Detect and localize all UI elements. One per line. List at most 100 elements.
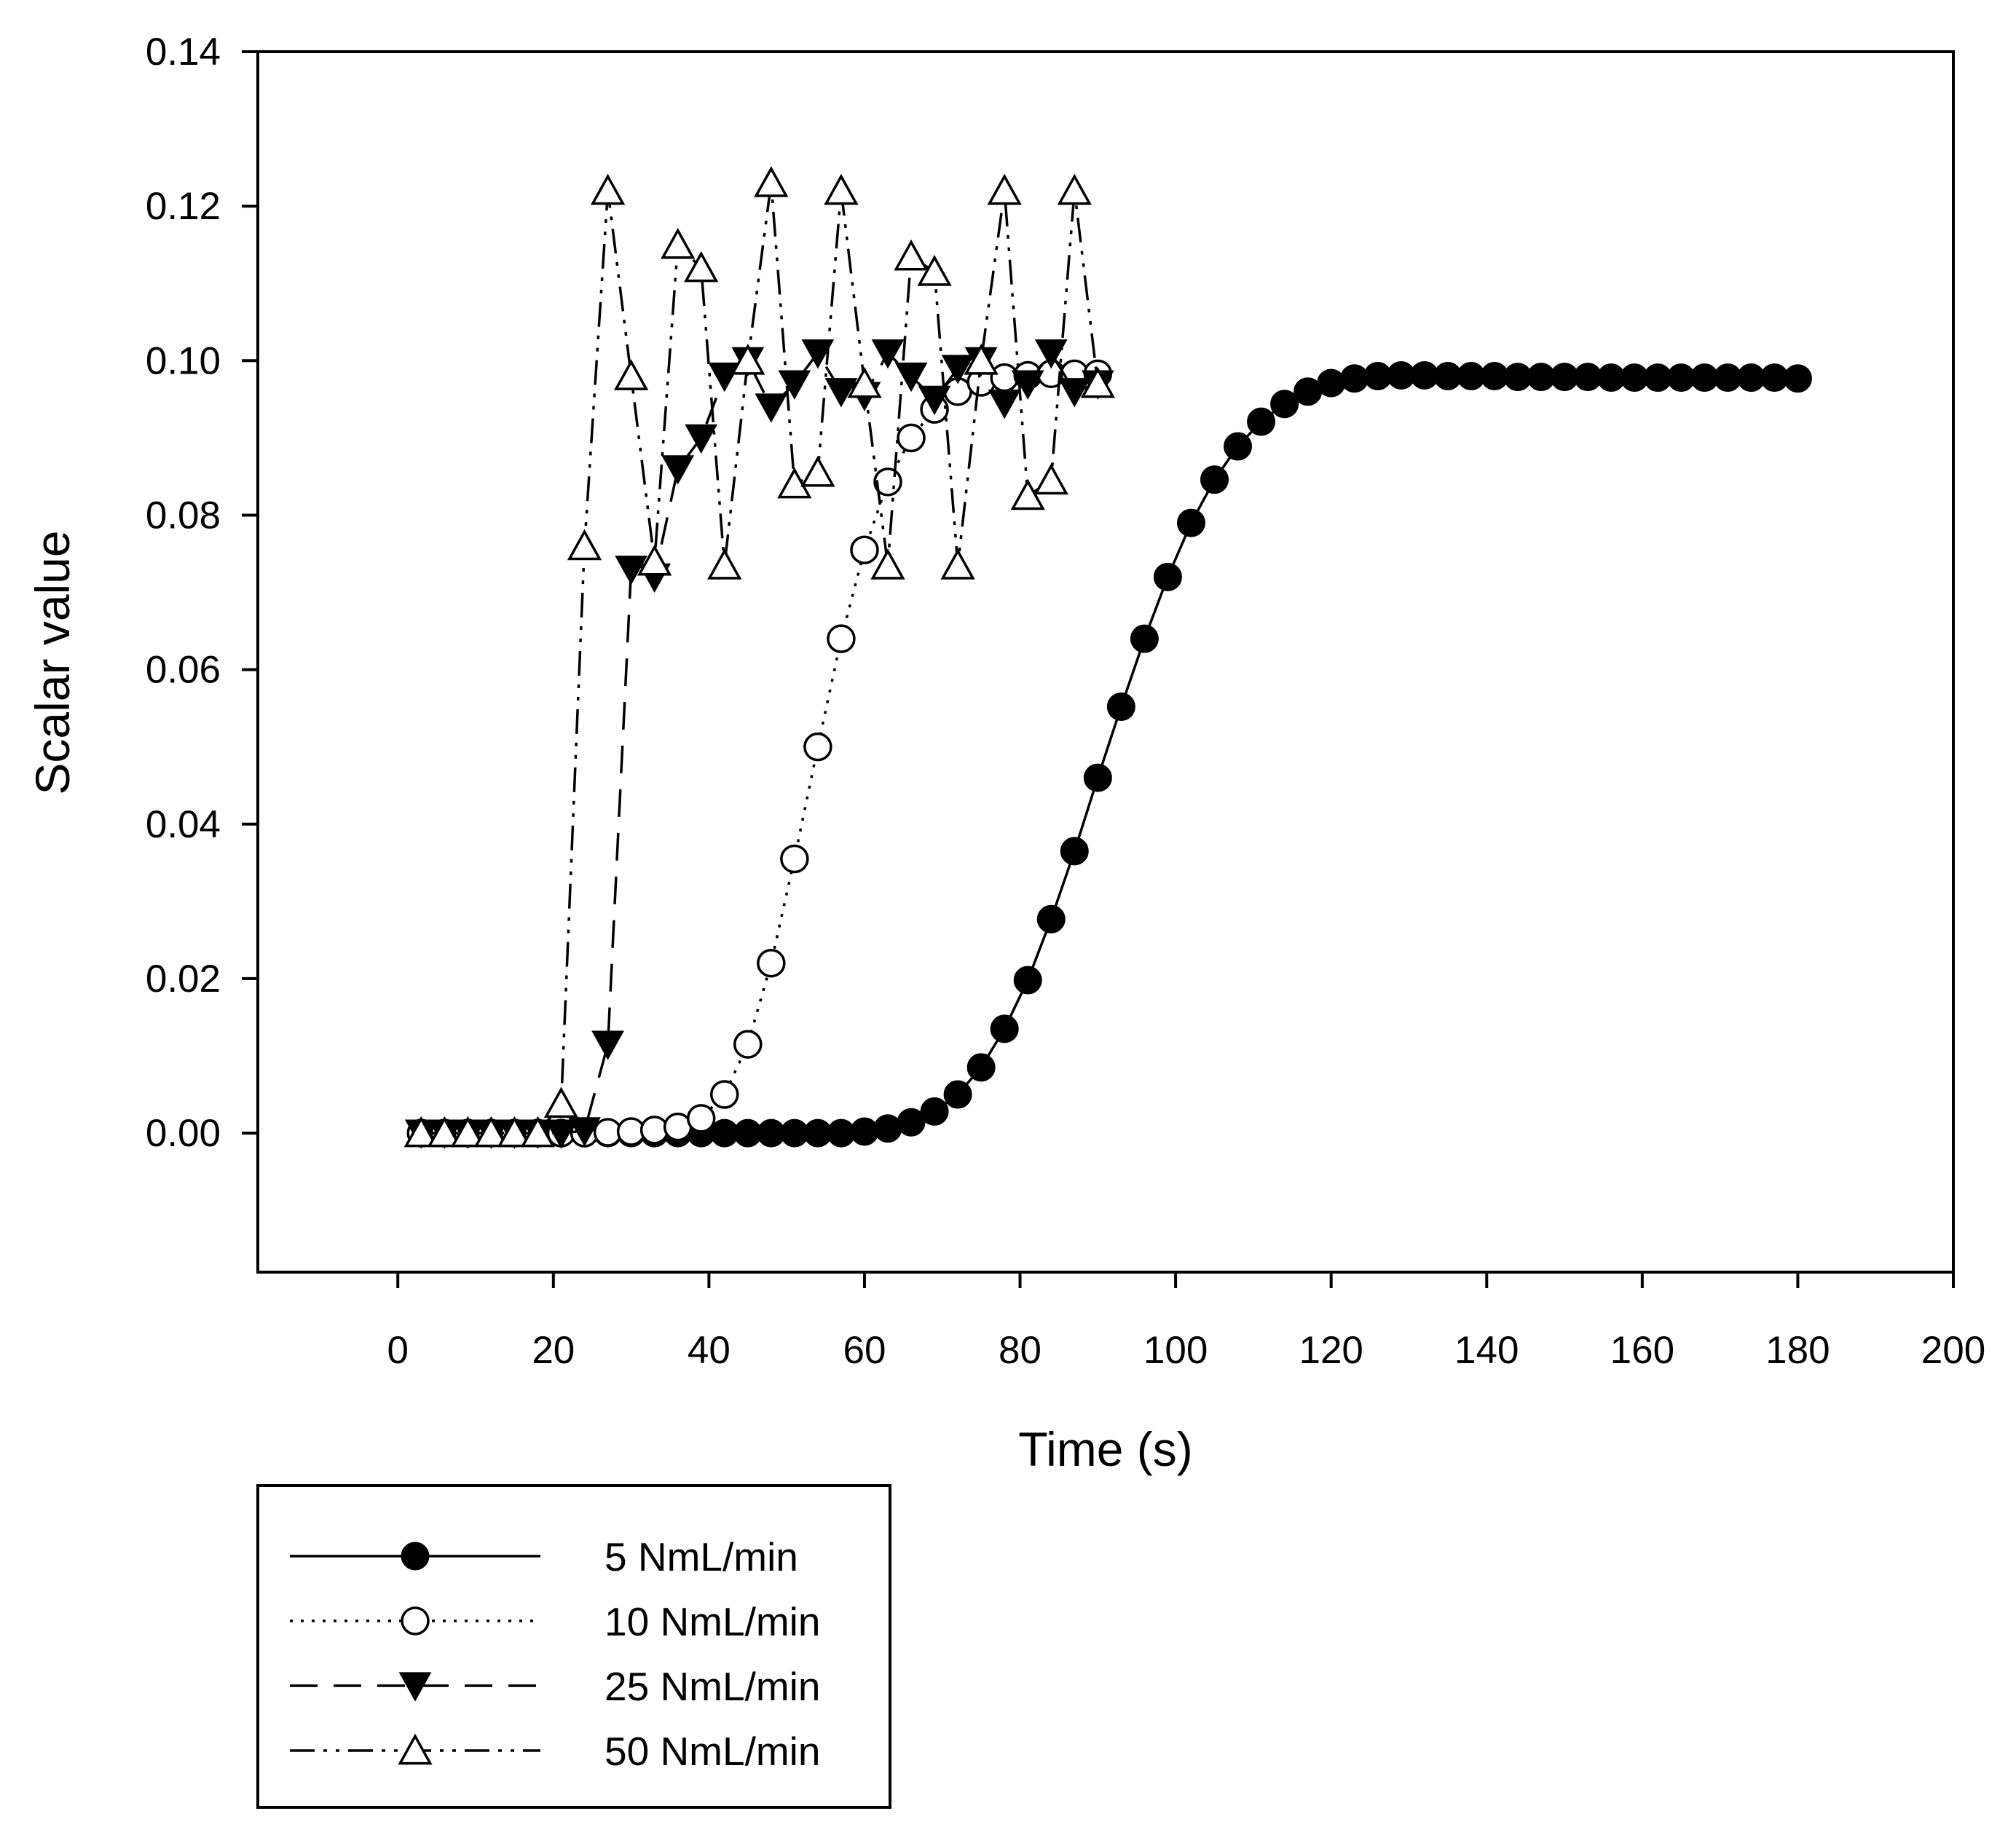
x-tick-label: 180: [1765, 1329, 1830, 1372]
data-point: [800, 455, 835, 487]
data-point: [777, 467, 812, 499]
data-point: [1783, 364, 1812, 393]
data-point: [803, 732, 832, 762]
x-tick-label: 160: [1610, 1329, 1674, 1372]
legend-item: 50 NmL/min: [290, 1729, 820, 1774]
data-point: [966, 1053, 996, 1082]
data-point: [1176, 508, 1205, 537]
x-tick-label: 20: [532, 1329, 575, 1372]
legend: 5 NmL/min 10 NmL/min 25 NmL/min 50 NmL/min: [256, 1484, 891, 1809]
legend-item: 10 NmL/min: [290, 1599, 820, 1644]
legend-items: 5 NmL/min 10 NmL/min 25 NmL/min 50 NmL/min: [290, 1534, 820, 1774]
data-point: [1058, 378, 1091, 408]
data-point: [398, 1733, 433, 1765]
data-point: [450, 1116, 486, 1148]
data-point: [1224, 432, 1253, 461]
y-axis: 0.00 0.02 0.04 0.06 0.08 0.10 0.12 0.14: [146, 31, 258, 1155]
legend-box: [256, 1484, 891, 1809]
data-point: [1036, 904, 1066, 934]
data-point: [870, 548, 905, 580]
y-axis-title: Scalar value: [25, 530, 79, 794]
series-50-nml-min: [403, 166, 1115, 1148]
data-point: [988, 390, 1021, 419]
data-point: [639, 1116, 669, 1145]
data-point: [686, 1104, 716, 1133]
x-tick-label: 60: [843, 1329, 886, 1372]
data-point: [543, 1086, 579, 1118]
data-point: [990, 1014, 1019, 1043]
data-point: [520, 1116, 556, 1148]
data-point: [940, 548, 975, 580]
data-point: [473, 1116, 509, 1148]
data-point: [827, 624, 856, 653]
data-point: [850, 535, 879, 564]
data-point: [827, 1118, 856, 1148]
data-point: [755, 393, 788, 423]
data-point: [964, 344, 999, 375]
data-point: [733, 1030, 763, 1059]
data-point: [1130, 624, 1159, 653]
data-point: [401, 1606, 430, 1635]
data-point: [590, 173, 626, 205]
data-point: [615, 556, 647, 585]
y-tick-label: 0.12: [146, 185, 221, 228]
data-point: [941, 355, 974, 384]
data-point: [1060, 837, 1089, 866]
data-point: [661, 455, 695, 485]
data-point: [757, 948, 786, 978]
data-point: [568, 1117, 601, 1147]
data-point: [1083, 763, 1112, 792]
data-point: [567, 529, 602, 561]
data-point: [637, 544, 672, 576]
y-tick-label: 0.06: [146, 649, 221, 692]
data-point: [709, 1080, 739, 1109]
x-tick-label: 140: [1454, 1329, 1519, 1372]
y-tick-label: 0.04: [146, 803, 221, 846]
data-point: [403, 1116, 438, 1148]
data-point: [894, 239, 929, 271]
data-point: [1153, 562, 1182, 591]
series-line: [421, 181, 1100, 1135]
series-line: [421, 351, 1098, 1135]
data-point: [497, 1116, 532, 1148]
legend-label: 10 NmL/min: [605, 1599, 820, 1644]
data-point: [708, 362, 741, 392]
data-point: [1106, 692, 1135, 722]
series-layer: [403, 166, 1812, 1149]
legend-item: 5 NmL/min: [290, 1534, 798, 1579]
legend-label: 5 NmL/min: [605, 1534, 798, 1579]
legend-label: 50 NmL/min: [605, 1729, 820, 1774]
x-tick-label: 80: [999, 1329, 1042, 1372]
data-point: [398, 1672, 432, 1702]
data-point: [1270, 390, 1299, 419]
y-tick-label: 0.08: [146, 494, 221, 537]
data-point: [1317, 368, 1346, 398]
data-point: [707, 548, 742, 580]
data-point: [427, 1116, 462, 1148]
data-point: [1013, 966, 1042, 995]
data-point: [401, 1542, 430, 1571]
x-tick-label: 40: [688, 1329, 731, 1372]
data-point: [847, 366, 882, 398]
data-point: [897, 1108, 926, 1137]
data-point: [824, 378, 858, 408]
data-point: [1010, 478, 1045, 510]
legend-label: 25 NmL/min: [605, 1664, 820, 1709]
data-point: [1057, 173, 1092, 205]
y-tick-label: 0.10: [146, 339, 221, 382]
x-tick-label: 0: [387, 1329, 408, 1372]
data-point: [920, 1097, 949, 1126]
data-point: [660, 227, 696, 259]
data-point: [1034, 339, 1068, 369]
x-tick-label: 100: [1143, 1329, 1208, 1372]
data-point: [801, 339, 835, 369]
x-tick-label: 200: [1921, 1329, 1985, 1372]
y-tick-label: 0.14: [146, 31, 221, 74]
data-point: [780, 844, 809, 874]
data-point: [731, 344, 765, 375]
data-point: [1200, 465, 1229, 494]
data-point: [824, 173, 859, 205]
data-point: [684, 250, 719, 283]
y-tick-label: 0.02: [146, 958, 221, 1001]
